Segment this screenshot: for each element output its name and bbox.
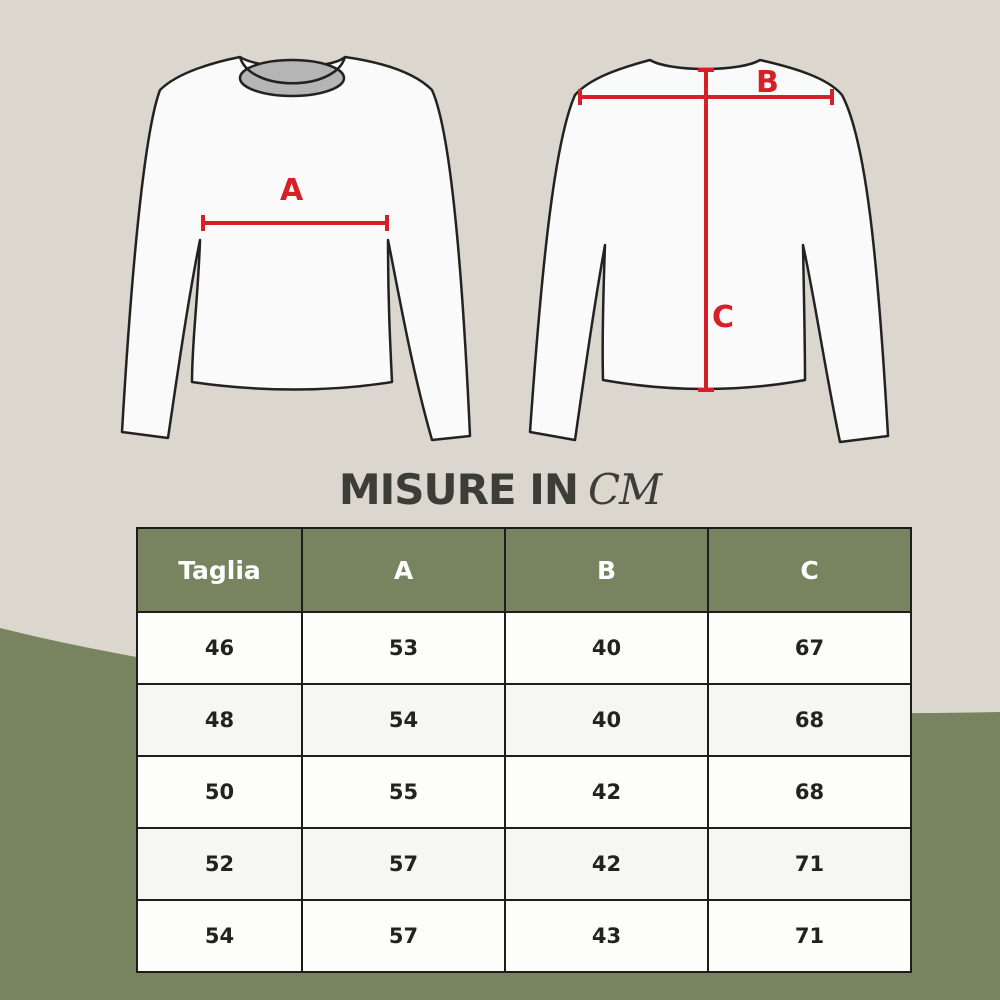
cell: 42 — [504, 755, 709, 829]
cell: 68 — [707, 755, 912, 829]
header-c: C — [707, 527, 912, 613]
back-shirt-illustration — [528, 58, 890, 444]
cell: 40 — [504, 683, 709, 757]
cell: 53 — [301, 611, 506, 685]
cell: 43 — [504, 899, 709, 973]
label-c: C — [712, 300, 734, 335]
cell: 68 — [707, 683, 912, 757]
table-row: 48 54 40 68 — [136, 683, 912, 757]
cell: 40 — [504, 611, 709, 685]
cell: 57 — [301, 827, 506, 901]
table-row: 52 57 42 71 — [136, 827, 912, 901]
label-a: A — [280, 173, 304, 208]
cell: 48 — [136, 683, 303, 757]
title-text: MISURE IN — [338, 465, 579, 514]
header-a: A — [301, 527, 506, 613]
shirt-diagram: A B C — [120, 55, 890, 444]
cell: 55 — [301, 755, 506, 829]
measure-c — [698, 68, 714, 392]
front-shirt-illustration — [120, 55, 472, 442]
cell: 57 — [301, 899, 506, 973]
cell: 67 — [707, 611, 912, 685]
cell: 54 — [301, 683, 506, 757]
cell: 50 — [136, 755, 303, 829]
cell: 52 — [136, 827, 303, 901]
cell: 71 — [707, 827, 912, 901]
page-title: MISURE IN CM — [0, 465, 1000, 514]
table-row: 50 55 42 68 — [136, 755, 912, 829]
cell: 54 — [136, 899, 303, 973]
size-table: Taglia A B C 46 53 40 67 48 54 40 68 50 55 42 68 … — [136, 527, 912, 973]
header-b: B — [504, 527, 709, 613]
title-unit: CM — [588, 465, 662, 514]
cell: 46 — [136, 611, 303, 685]
table-row: 54 57 43 71 — [136, 899, 912, 973]
measure-a — [201, 215, 389, 231]
header-taglia: Taglia — [136, 527, 303, 613]
cell: 42 — [504, 827, 709, 901]
table-header-row: Taglia A B C — [136, 527, 912, 613]
table-row: 46 53 40 67 — [136, 611, 912, 685]
cell: 71 — [707, 899, 912, 973]
label-b: B — [756, 65, 779, 100]
